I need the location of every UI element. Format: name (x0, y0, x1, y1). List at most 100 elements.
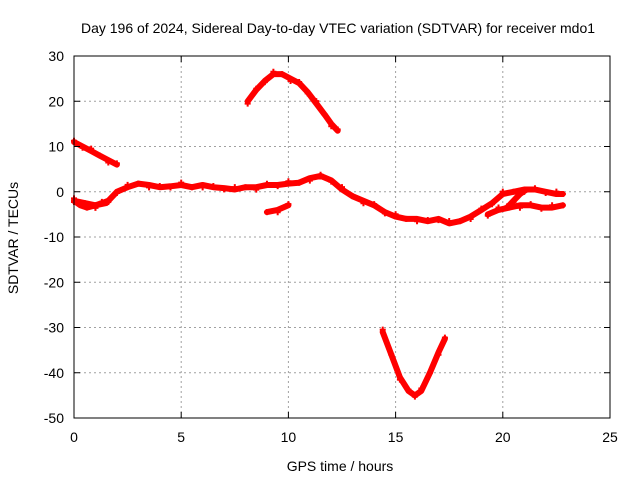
data-point (263, 180, 270, 187)
data-point (242, 184, 249, 191)
data-point (77, 199, 84, 206)
data-point (403, 215, 410, 222)
grid-lines (74, 56, 610, 418)
data-point (83, 204, 90, 211)
data-point (113, 160, 120, 167)
data-point (396, 376, 403, 383)
y-tick-label: 0 (56, 184, 64, 200)
data-point (253, 85, 260, 92)
data-point (388, 351, 395, 358)
data-point (523, 186, 530, 193)
data-point (135, 180, 142, 187)
data-point (244, 100, 251, 107)
data-points (71, 68, 566, 400)
data-point (542, 189, 549, 196)
y-tick-label: 10 (48, 139, 64, 155)
data-point (426, 369, 433, 376)
data-point (538, 205, 545, 212)
axis-ticks: 0 5 10 15 20 25 30 20 10 0 -10 -20 -30 -40 -50 (44, 48, 618, 445)
data-point (446, 218, 453, 225)
data-point (499, 188, 506, 195)
data-point (253, 186, 260, 193)
data-point (105, 159, 112, 166)
series-band (379, 329, 448, 399)
series-short-segment (263, 201, 292, 216)
y-tick-label: -30 (44, 320, 64, 336)
series-band (504, 186, 530, 211)
x-tick-label: 25 (602, 429, 618, 445)
data-point (270, 68, 277, 75)
x-tick-label: 0 (70, 429, 78, 445)
data-point (146, 184, 153, 191)
data-point (79, 144, 86, 151)
data-point (210, 183, 217, 190)
series-band (244, 71, 341, 134)
data-point (441, 334, 448, 341)
data-point (304, 90, 311, 97)
data-point (96, 152, 103, 159)
data-point (105, 199, 112, 205)
data-point (467, 216, 474, 223)
data-point (392, 211, 399, 218)
data-point (349, 193, 356, 200)
data-point (495, 204, 502, 211)
data-point (504, 203, 511, 210)
data-point (484, 212, 491, 219)
data-point (88, 145, 95, 152)
data-point (371, 201, 378, 208)
data-point (113, 189, 120, 196)
data-point (178, 179, 185, 186)
data-point (321, 111, 328, 118)
series-lower-arc (379, 326, 448, 400)
data-point (334, 126, 341, 133)
series-early-dip (71, 197, 112, 211)
data-point (328, 178, 335, 185)
data-point (360, 200, 367, 207)
data-point (435, 217, 442, 224)
data-point (167, 184, 174, 191)
data-point (418, 385, 425, 392)
data-point (414, 218, 421, 225)
x-tick-label: 15 (388, 429, 404, 445)
data-point (274, 183, 281, 190)
data-point (339, 184, 345, 191)
data-point (285, 178, 292, 185)
data-point (199, 184, 206, 191)
data-point (313, 98, 320, 105)
y-tick-label: -40 (44, 365, 64, 381)
data-point (411, 393, 418, 400)
data-point (489, 201, 496, 208)
data-point (456, 218, 463, 225)
data-point (516, 204, 523, 211)
data-point (510, 199, 517, 205)
series-tail-branch (504, 186, 530, 211)
data-point (261, 79, 268, 86)
data-point (510, 188, 517, 195)
data-point (285, 201, 292, 208)
y-tick-label: -20 (44, 274, 64, 290)
series-upper-arc (244, 68, 341, 134)
data-point (559, 202, 566, 209)
x-axis-label: GPS time / hours (287, 458, 394, 474)
data-point (405, 386, 412, 393)
data-point (531, 185, 538, 192)
data-point (98, 198, 105, 205)
y-tick-label: -10 (44, 229, 64, 245)
data-point (424, 216, 431, 223)
data-point (379, 326, 386, 333)
series-tail-lower (484, 201, 566, 219)
series-morning-decline (71, 137, 120, 168)
data-point (274, 209, 281, 216)
data-point (278, 71, 285, 78)
data-point (231, 184, 238, 191)
data-point (92, 204, 99, 211)
data-point (549, 202, 556, 209)
y-tick-label: 20 (48, 93, 64, 109)
data-point (296, 179, 303, 186)
data-point (188, 184, 195, 191)
y-tick-label: -50 (44, 410, 64, 426)
data-point (263, 209, 270, 216)
data-point (328, 123, 335, 130)
data-point (527, 201, 534, 208)
data-point (516, 188, 523, 195)
